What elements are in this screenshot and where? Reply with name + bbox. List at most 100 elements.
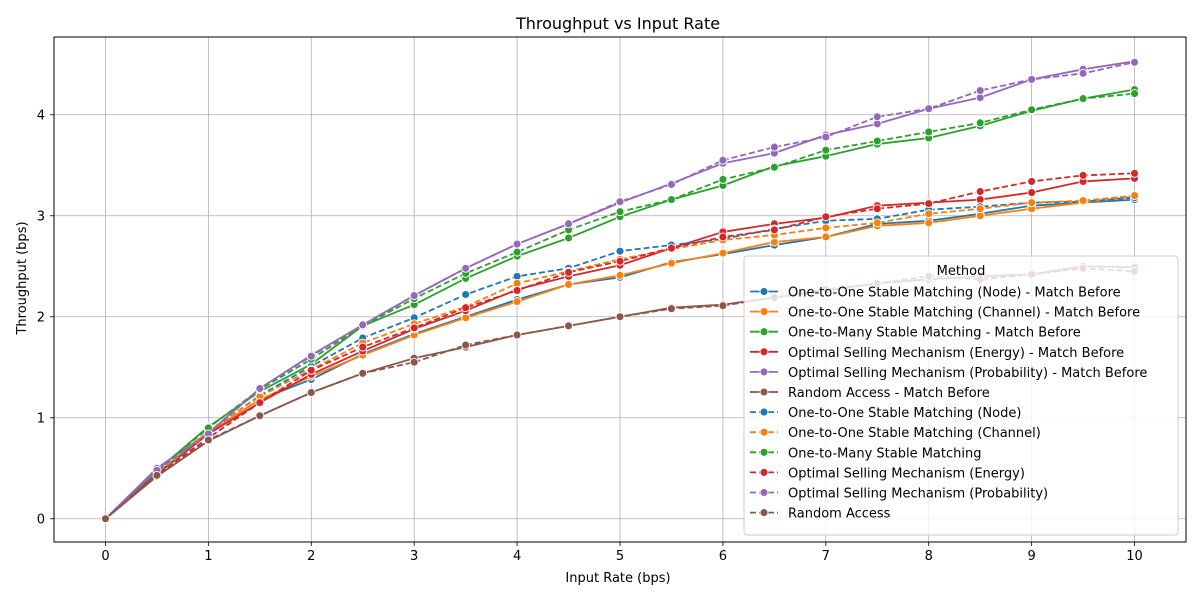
y-tick-label: 2 — [37, 310, 45, 325]
data-point — [821, 132, 831, 142]
x-tick-label: 5 — [616, 549, 624, 564]
legend-label: Random Access — [788, 507, 891, 522]
data-point — [1130, 168, 1140, 178]
data-point — [1027, 74, 1037, 84]
data-point — [718, 155, 728, 165]
legend-label: One-to-One Stable Matching (Channel) - M… — [788, 306, 1140, 321]
data-point — [821, 232, 831, 242]
data-point — [564, 233, 573, 243]
x-tick-label: 4 — [513, 549, 521, 564]
data-point — [1078, 170, 1088, 180]
data-point — [769, 162, 779, 172]
data-point — [255, 384, 265, 393]
data-point — [718, 301, 728, 311]
data-point — [358, 342, 368, 352]
data-point — [975, 204, 985, 214]
legend-entry: One-to-One Stable Matching (Channel) - M… — [750, 306, 1140, 321]
data-point — [667, 195, 676, 205]
data-point — [409, 291, 419, 301]
data-point — [564, 219, 573, 229]
legend-label: Optimal Selling Mechanism (Energy) - Mat… — [788, 346, 1124, 361]
y-tick-label: 1 — [37, 411, 45, 426]
data-point — [924, 104, 934, 114]
legend: Method One-to-One Stable Matching (Node)… — [743, 255, 1179, 536]
data-point — [924, 209, 934, 219]
data-point — [564, 280, 573, 289]
legend-marker — [759, 467, 769, 477]
legend-marker — [759, 407, 769, 417]
legend-entry: One-to-One Stable Matching (Node) — [750, 406, 1021, 421]
data-point — [667, 180, 676, 189]
data-point — [564, 267, 573, 277]
data-point — [512, 297, 522, 307]
legend-marker — [759, 287, 769, 296]
data-point — [1130, 57, 1140, 67]
data-point — [615, 312, 625, 322]
x-tick-label: 10 — [1126, 549, 1143, 564]
x-tick-label: 6 — [719, 549, 727, 564]
data-point — [1027, 105, 1037, 115]
chart-title: Throughput vs Input Rate — [515, 14, 720, 33]
legend-marker — [759, 427, 769, 437]
legend-marker — [759, 307, 769, 317]
data-point — [615, 270, 625, 280]
legend-label: One-to-One Stable Matching (Channel) — [788, 426, 1041, 441]
data-point — [975, 118, 985, 128]
data-point — [924, 199, 934, 209]
legend-entry: Optimal Selling Mechanism (Energy) — [750, 466, 1025, 481]
legend-entry: Optimal Selling Mechanism (Energy) - Mat… — [750, 346, 1124, 361]
legend-label: One-to-One Stable Matching (Node) - Matc… — [788, 286, 1121, 301]
series-line — [104, 194, 1135, 520]
data-point — [718, 174, 728, 184]
legend-entry: Optimal Selling Mechanism (Probability) — [750, 487, 1048, 502]
data-point — [358, 368, 368, 378]
legend-marker — [759, 488, 769, 497]
data-point — [1130, 191, 1140, 201]
legend-entry: Random Access — [750, 507, 891, 522]
data-point — [409, 357, 419, 367]
data-point — [667, 304, 676, 314]
x-tick-label: 2 — [307, 549, 315, 564]
legend-entry: One-to-Many Stable Matching - Match Befo… — [750, 326, 1081, 341]
series-line — [104, 172, 1135, 520]
x-tick-label: 7 — [822, 549, 830, 564]
data-point — [1078, 196, 1088, 206]
x-tick-label: 9 — [1027, 549, 1035, 564]
legend-title: Method — [937, 264, 986, 279]
data-point — [718, 232, 728, 242]
y-axis-label: Throughput (bps) — [15, 221, 30, 335]
data-point — [872, 112, 882, 122]
legend-label: Optimal Selling Mechanism (Energy) — [788, 466, 1025, 481]
data-point — [100, 514, 110, 524]
data-point — [1078, 68, 1088, 78]
data-point — [667, 258, 676, 268]
y-tick-label: 0 — [37, 512, 45, 527]
data-point — [203, 435, 213, 445]
data-point — [512, 247, 522, 257]
data-point — [512, 330, 522, 340]
data-point — [821, 212, 831, 222]
legend-label: One-to-One Stable Matching (Node) — [788, 406, 1021, 421]
legend-marker — [759, 447, 769, 457]
data-point — [461, 340, 471, 350]
legend-marker — [759, 387, 769, 397]
data-point — [872, 204, 882, 214]
data-point — [306, 388, 316, 397]
data-point — [1078, 94, 1088, 104]
data-point — [667, 243, 676, 253]
data-point — [975, 86, 985, 95]
data-point — [615, 246, 625, 256]
data-point — [769, 142, 779, 152]
x-tick-label: 3 — [410, 549, 418, 564]
legend-label: Optimal Selling Mechanism (Probability) … — [788, 366, 1147, 381]
legend-entry: One-to-One Stable Matching (Node) - Matc… — [750, 286, 1121, 301]
data-point — [1027, 188, 1037, 197]
data-point — [461, 290, 471, 299]
data-point — [1027, 176, 1037, 186]
data-point — [358, 320, 368, 330]
legend-entry: Random Access - Match Before — [750, 386, 990, 401]
legend-label: Random Access - Match Before — [788, 386, 990, 401]
legend-entries: One-to-One Stable Matching (Node) - Matc… — [750, 286, 1147, 522]
legend-marker — [759, 508, 769, 518]
